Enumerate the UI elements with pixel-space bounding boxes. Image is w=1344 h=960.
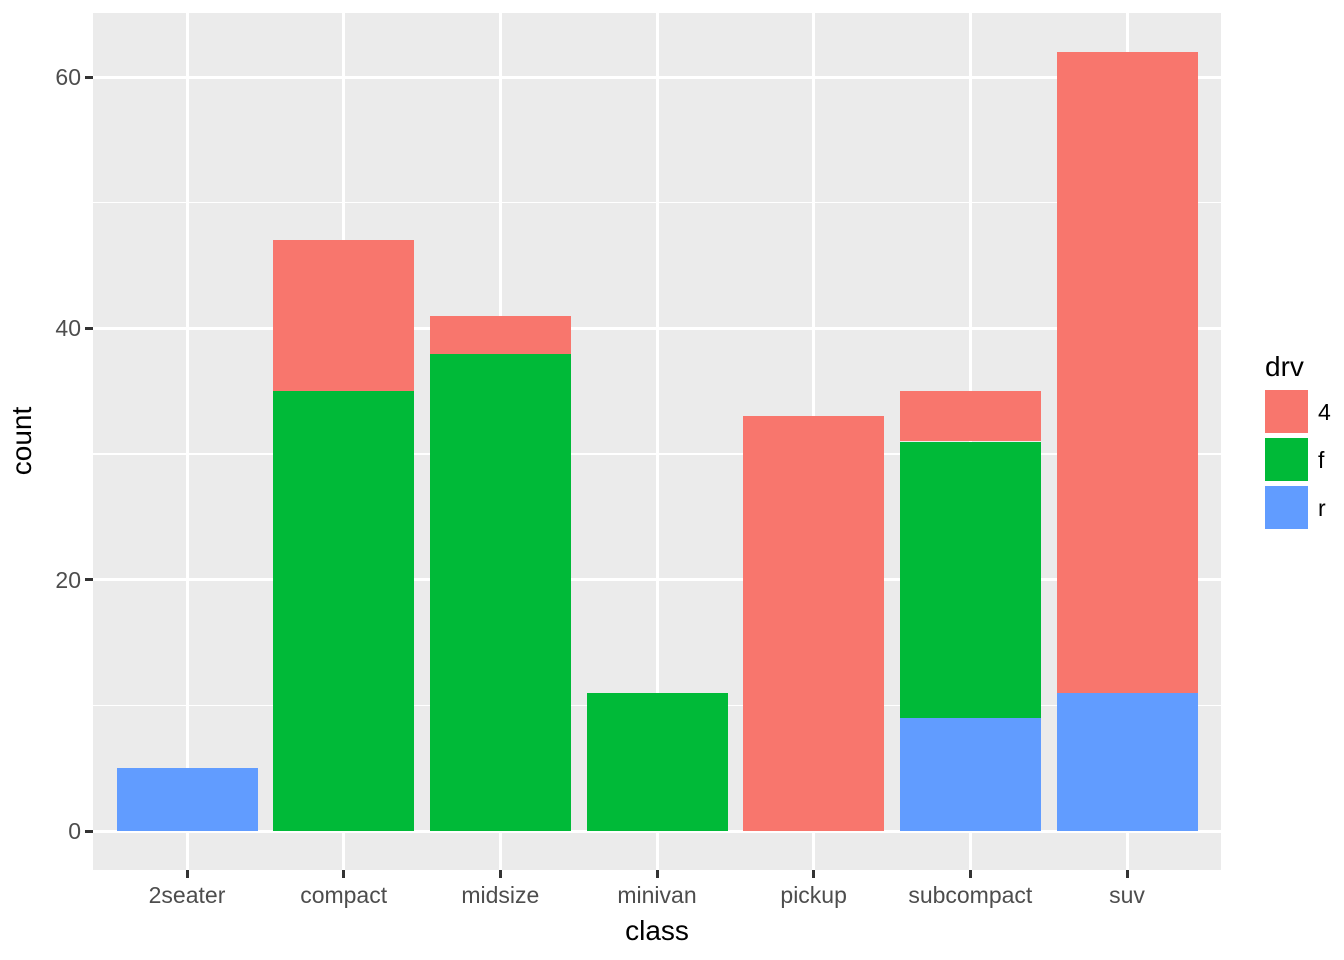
- bar-segment-subcompact-drv-f: [899, 441, 1041, 718]
- plot-panel: [93, 13, 1221, 870]
- bar-segment-suv-drv-4: [1056, 51, 1198, 693]
- major-gridline-x-minivan: [655, 13, 659, 870]
- legend-entry-f: f: [1265, 438, 1331, 481]
- bar-segment-pickup-drv-4: [743, 416, 885, 832]
- x-tick-mark-midsize: [498, 870, 502, 878]
- legend-entry-r: r: [1265, 486, 1331, 529]
- bar-segment-subcompact-drv-4: [899, 391, 1041, 442]
- legend-title: drv: [1265, 351, 1304, 382]
- x-tick-mark-2seater: [185, 870, 189, 878]
- y-tick-label-0: 0: [68, 818, 81, 845]
- legend-swatch-4: [1265, 390, 1308, 433]
- legend-label-f: f: [1318, 446, 1325, 473]
- x-tick-label-midsize: midsize: [461, 882, 540, 908]
- bar-segment-suv-drv-r: [1056, 692, 1198, 832]
- y-tick-mark-40: [85, 326, 93, 330]
- bar-segment-compact-drv-4: [273, 240, 415, 392]
- x-tick-mark-compact: [342, 870, 346, 878]
- x-tick-label-suv: suv: [1109, 882, 1145, 908]
- bar-segment-midsize-drv-f: [429, 353, 571, 832]
- y-tick-label-40: 40: [55, 315, 81, 342]
- bar-segment-compact-drv-f: [273, 391, 415, 832]
- legend-swatch-f: [1265, 438, 1308, 481]
- y-axis-title: count: [6, 406, 37, 476]
- x-axis-title: class: [625, 915, 689, 946]
- bar-segment-midsize-drv-4: [429, 315, 571, 354]
- x-tick-label-minivan: minivan: [617, 882, 697, 908]
- x-tick-label-2seater: 2seater: [148, 882, 226, 908]
- x-tick-label-subcompact: subcompact: [908, 882, 1033, 908]
- legend-label-4: 4: [1318, 398, 1331, 425]
- x-tick-mark-pickup: [812, 870, 816, 878]
- legend-label-r: r: [1318, 494, 1326, 521]
- x-tick-mark-subcompact: [968, 870, 972, 878]
- y-tick-label-20: 20: [55, 566, 81, 593]
- x-tick-mark-suv: [1125, 870, 1129, 878]
- y-tick-mark-0: [85, 829, 93, 833]
- bar-segment-2seater-drv-r: [116, 768, 258, 832]
- legend-entry-4: 4: [1265, 390, 1331, 433]
- x-tick-label-compact: compact: [300, 882, 388, 908]
- major-gridline-x-2seater: [185, 13, 189, 870]
- bar-segment-subcompact-drv-r: [899, 717, 1041, 832]
- x-tick-label-pickup: pickup: [780, 882, 847, 908]
- y-tick-label-60: 60: [55, 64, 81, 91]
- y-tick-mark-20: [85, 578, 93, 582]
- y-tick-mark-60: [85, 75, 93, 79]
- x-tick-mark-minivan: [655, 870, 659, 878]
- bar-segment-minivan-drv-f: [586, 692, 728, 832]
- legend-swatch-r: [1265, 486, 1308, 529]
